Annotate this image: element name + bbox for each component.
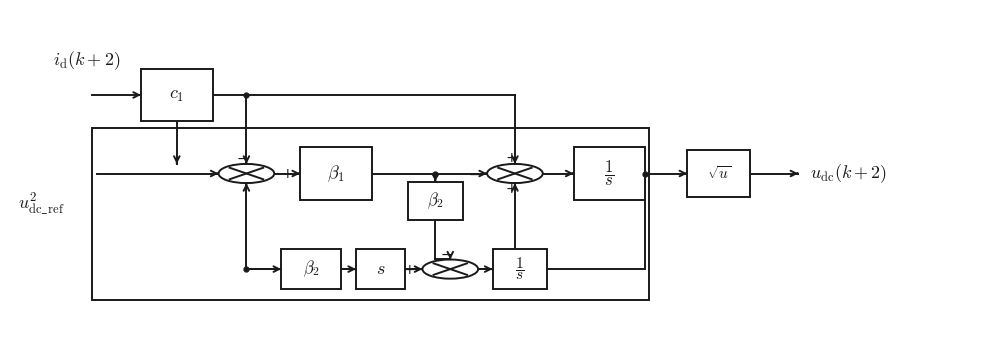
FancyBboxPatch shape [141, 68, 213, 121]
Circle shape [422, 260, 478, 279]
Text: $u^{2}_{\mathrm{dc\_ref}}$: $u^{2}_{\mathrm{dc\_ref}}$ [18, 192, 64, 217]
Bar [92, 128, 649, 300]
Text: $\sqrt{u}$: $\sqrt{u}$ [707, 165, 731, 182]
FancyBboxPatch shape [493, 249, 547, 289]
Text: $+$: $+$ [281, 167, 293, 181]
Circle shape [219, 164, 274, 183]
Text: $\beta_2$: $\beta_2$ [303, 259, 319, 279]
Text: $i_{\mathrm{d}}(k+2)$: $i_{\mathrm{d}}(k+2)$ [53, 49, 120, 72]
Text: $s$: $s$ [376, 260, 385, 278]
Text: $\dfrac{1}{s}$: $\dfrac{1}{s}$ [604, 159, 615, 188]
Text: $\dfrac{1}{s}$: $\dfrac{1}{s}$ [515, 256, 525, 282]
Text: $+$: $+$ [505, 151, 517, 165]
Text: $+$: $+$ [403, 263, 415, 277]
Text: $-$: $-$ [440, 246, 452, 260]
Text: $\beta_2$: $\beta_2$ [427, 191, 444, 211]
Text: $c_1$: $c_1$ [169, 86, 184, 104]
Circle shape [487, 164, 543, 183]
FancyBboxPatch shape [574, 147, 645, 200]
Text: $u_{\mathrm{dc}}(k+2)$: $u_{\mathrm{dc}}(k+2)$ [810, 162, 887, 185]
FancyBboxPatch shape [687, 150, 750, 197]
FancyBboxPatch shape [356, 249, 405, 289]
FancyBboxPatch shape [408, 181, 463, 220]
FancyBboxPatch shape [281, 249, 341, 289]
Text: $\beta_1$: $\beta_1$ [327, 163, 345, 184]
Text: $-$: $-$ [236, 151, 249, 165]
Text: $-$: $-$ [468, 167, 480, 181]
FancyBboxPatch shape [300, 147, 372, 200]
Text: $+$: $+$ [505, 182, 517, 196]
